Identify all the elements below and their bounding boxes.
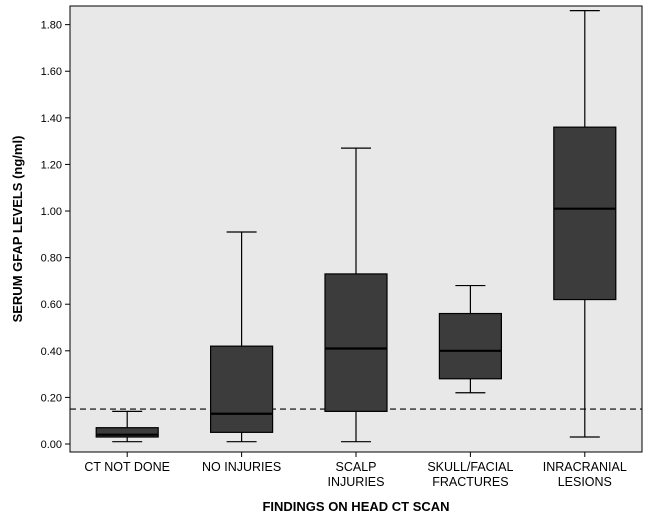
box-4: [438, 284, 502, 394]
y-tick-label: 1.20: [41, 159, 62, 171]
x-category-label: LESIONS: [558, 475, 612, 489]
y-tick-label: 1.80: [41, 20, 62, 32]
iqr-box: [438, 312, 502, 380]
y-tick-label: 0.40: [41, 346, 62, 358]
box-3: [324, 147, 388, 443]
x-category-label: INRACRANIAL: [543, 460, 627, 474]
x-category-label: CT NOT DONE: [84, 460, 170, 474]
y-tick-label: 1.00: [41, 206, 62, 218]
iqr-box: [553, 126, 617, 301]
box-2: [210, 231, 274, 443]
y-tick-label: 1.40: [41, 113, 62, 125]
y-tick-label: 1.60: [41, 66, 62, 78]
iqr-box: [324, 273, 388, 412]
iqr-box: [210, 345, 274, 433]
iqr-box: [95, 427, 159, 438]
y-axis: 0.00 0.20 0.40 0.60 0.80 1.00 1.20 1.40 1.60 1.80: [41, 20, 70, 451]
y-tick-label: 0.00: [41, 439, 62, 451]
x-category-label: NO INJURIES: [202, 460, 281, 474]
y-tick-label: 0.60: [41, 299, 62, 311]
x-category-label: SKULL/FACIAL: [427, 460, 513, 474]
y-axis-title: SERUM GFAP LEVELS (ng/ml): [10, 136, 25, 323]
x-category-label: INJURIES: [328, 475, 385, 489]
box-1: [95, 410, 159, 443]
x-axis-title: FINDINGS ON HEAD CT SCAN: [262, 499, 449, 514]
x-category-label: SCALP: [336, 460, 377, 474]
y-tick-label: 0.20: [41, 392, 62, 404]
box-5: [553, 10, 617, 438]
y-tick-label: 0.80: [41, 253, 62, 265]
x-category-label: FRACTURES: [432, 475, 508, 489]
boxes-group: [95, 10, 617, 443]
